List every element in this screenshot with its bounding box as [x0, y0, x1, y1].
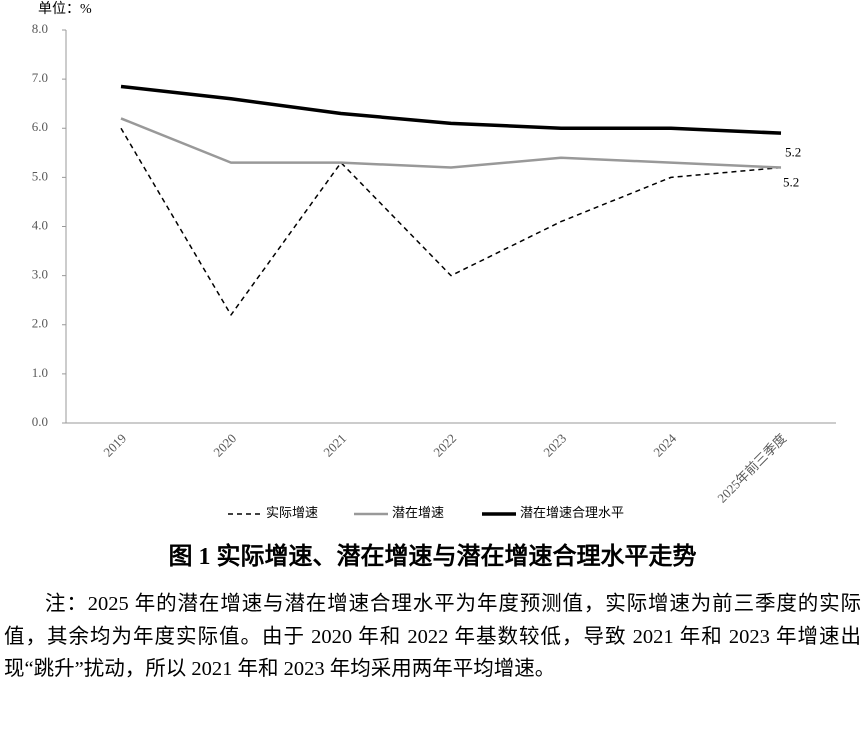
chart: 单位：% 0.0 1.0 2.0 3.0 4.0 5.0 6.0 7.0 8.0 2019 2020…: [32, 1, 836, 520]
note: 注：2025 年的潜在增速与潜在增速合理水平为年度预测值，实际增速为前三季度的实…: [4, 593, 861, 680]
y-tick-label: 5.0: [32, 168, 48, 183]
y-tick-label: 8.0: [32, 21, 48, 36]
y-tick-label: 1.0: [32, 365, 48, 380]
y-tick-label: 0.0: [32, 414, 48, 429]
x-tick-label: 2022: [430, 431, 459, 460]
x-tick-label: 2024: [650, 430, 679, 459]
y-tick-label: 4.0: [32, 217, 48, 232]
y-tick-label: 3.0: [32, 267, 48, 282]
unit-label: 单位：%: [38, 1, 92, 17]
x-tick-label: 2025年前三季度: [714, 431, 789, 506]
series-line: [120, 127, 782, 316]
x-tick-label: 2023: [540, 431, 569, 460]
y-tick-label: 2.0: [32, 316, 48, 331]
data-label: 5.2: [783, 175, 799, 190]
y-tick-label: 7.0: [32, 70, 48, 85]
legend-label: 潜在增速: [392, 505, 444, 520]
y-tick-label: 6.0: [32, 119, 48, 134]
x-tick-label: 2019: [100, 431, 129, 460]
series-line: [120, 117, 782, 169]
data-label: 5.2: [785, 145, 801, 160]
legend-label: 实际增速: [266, 505, 318, 520]
figure-caption: 图 1 实际增速、潜在增速与潜在增速合理水平走势: [168, 544, 697, 570]
legend-label: 潜在增速合理水平: [520, 505, 624, 520]
x-tick-label: 2020: [210, 431, 239, 460]
series-line: [120, 84, 782, 135]
x-tick-label: 2021: [320, 431, 349, 460]
